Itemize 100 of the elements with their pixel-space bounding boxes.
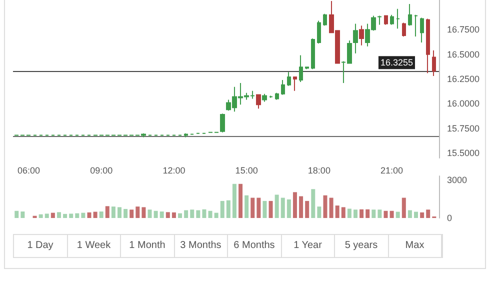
bar bbox=[118, 207, 122, 218]
bar bbox=[372, 210, 376, 218]
bar bbox=[44, 214, 49, 218]
bar bbox=[99, 212, 104, 218]
candlestick bbox=[287, 72, 291, 86]
x-tick-label: 09:00 bbox=[90, 166, 113, 176]
text: 1 Week bbox=[68, 235, 121, 257]
candlestick bbox=[402, 22, 406, 38]
bar bbox=[262, 200, 267, 218]
bar bbox=[220, 200, 224, 218]
bar bbox=[105, 206, 110, 218]
candlestick bbox=[359, 25, 364, 46]
candlestick bbox=[420, 17, 424, 43]
bar bbox=[142, 207, 146, 218]
bar bbox=[366, 209, 370, 218]
bar bbox=[286, 199, 291, 218]
bar bbox=[292, 192, 297, 218]
text: 1 Month bbox=[121, 235, 174, 257]
bar bbox=[414, 212, 418, 218]
bar bbox=[190, 210, 194, 218]
bar bbox=[329, 198, 334, 218]
candlestick bbox=[256, 94, 261, 110]
y-tick-label: 16.0000 bbox=[447, 98, 480, 109]
y-tick-label: 16.5000 bbox=[447, 49, 480, 60]
bar bbox=[63, 214, 68, 218]
candlestick bbox=[390, 14, 394, 26]
bar bbox=[124, 208, 128, 218]
bar bbox=[420, 212, 424, 218]
bar bbox=[341, 207, 346, 218]
bar bbox=[202, 209, 206, 218]
bar bbox=[232, 184, 236, 218]
bar bbox=[208, 210, 212, 218]
candlestick bbox=[414, 14, 418, 38]
bar bbox=[250, 198, 255, 218]
y-tick-label: 3000 bbox=[447, 174, 468, 185]
candlestick bbox=[317, 20, 321, 44]
bar bbox=[317, 206, 322, 218]
candlestick bbox=[305, 66, 309, 70]
text: Max bbox=[388, 235, 442, 257]
bar bbox=[75, 213, 80, 218]
candlestick bbox=[408, 3, 412, 26]
candlestick bbox=[293, 76, 297, 92]
x-tick-label: 21:00 bbox=[380, 166, 404, 176]
candlestick bbox=[281, 79, 285, 96]
text: 1 Day bbox=[14, 235, 68, 257]
bar bbox=[353, 210, 358, 218]
candlestick bbox=[396, 8, 400, 30]
bar bbox=[360, 209, 364, 218]
text: 5 years bbox=[335, 235, 388, 257]
bar bbox=[69, 214, 74, 218]
bar bbox=[268, 200, 273, 218]
candlestick bbox=[299, 54, 303, 82]
bar bbox=[136, 206, 140, 218]
bar bbox=[14, 210, 19, 218]
bar bbox=[408, 210, 412, 218]
bar bbox=[111, 206, 116, 218]
bar bbox=[396, 212, 400, 218]
bar bbox=[347, 208, 352, 218]
y-tick-label: 15.7500 bbox=[447, 123, 480, 134]
candlestick bbox=[184, 132, 188, 138]
bar bbox=[166, 212, 170, 218]
bar bbox=[56, 212, 61, 218]
bar bbox=[280, 198, 285, 218]
bar bbox=[402, 198, 406, 218]
bar bbox=[184, 210, 188, 218]
bar bbox=[384, 210, 388, 218]
bar bbox=[256, 198, 261, 218]
bar bbox=[426, 210, 430, 218]
candlestick bbox=[377, 15, 382, 26]
bar bbox=[323, 195, 328, 218]
bar bbox=[214, 212, 218, 218]
text: 3 Months bbox=[174, 235, 228, 257]
bar bbox=[238, 184, 243, 218]
bar bbox=[130, 210, 134, 218]
bar bbox=[226, 200, 230, 218]
bar bbox=[20, 212, 25, 218]
x-tick-label: 15:00 bbox=[235, 166, 258, 176]
bar bbox=[311, 189, 316, 218]
candlestick bbox=[311, 38, 315, 70]
bar bbox=[299, 196, 304, 218]
bar bbox=[87, 212, 92, 218]
bar bbox=[305, 200, 310, 218]
bar bbox=[378, 210, 382, 218]
bar bbox=[196, 210, 200, 218]
bar bbox=[160, 212, 164, 218]
x-tick-label: 12:00 bbox=[162, 166, 186, 176]
text: 1 Year bbox=[282, 235, 335, 257]
bar bbox=[244, 195, 249, 218]
bar bbox=[93, 212, 98, 218]
candlestick bbox=[220, 113, 225, 133]
candlestick bbox=[384, 15, 388, 26]
bar bbox=[148, 210, 152, 218]
y-tick-label: 0 bbox=[447, 213, 452, 223]
bar bbox=[172, 212, 176, 218]
candlestick bbox=[426, 18, 430, 74]
bar bbox=[274, 194, 279, 218]
candlestick bbox=[432, 50, 436, 77]
candlestick bbox=[353, 23, 358, 54]
candlestick bbox=[275, 92, 279, 100]
candlestick bbox=[323, 13, 327, 26]
